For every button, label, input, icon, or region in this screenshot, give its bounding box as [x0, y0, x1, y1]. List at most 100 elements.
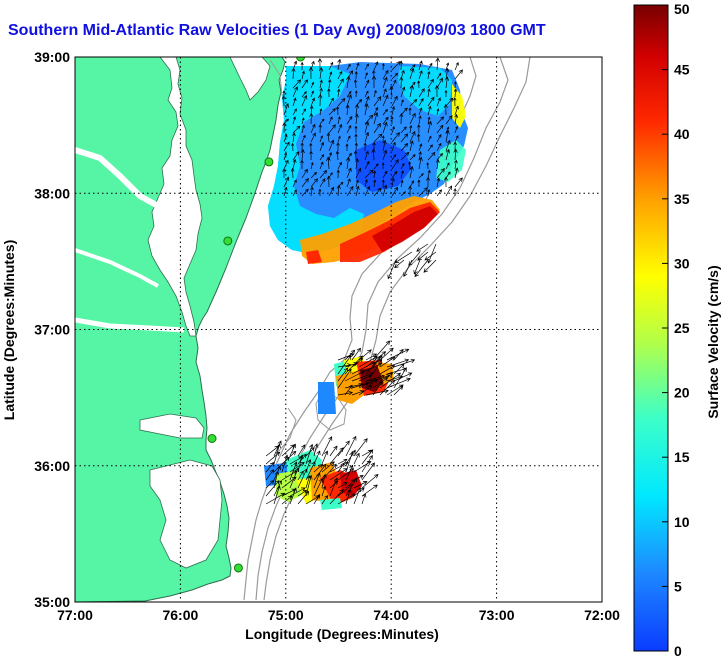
velocity-arrow [436, 77, 443, 89]
y-tick-label: 38:00 [34, 185, 70, 201]
velocity-arrow [382, 121, 388, 134]
radar-station-marker [264, 157, 274, 167]
velocity-arrow [445, 62, 450, 71]
velocity-arrow [418, 70, 423, 80]
velocity-arrow [364, 95, 370, 107]
velocity-arrow [358, 380, 374, 389]
velocity-arrow [391, 126, 395, 134]
velocity-arrow [361, 454, 373, 473]
velocity-arrow [400, 179, 404, 188]
velocity-arrow [301, 178, 309, 188]
velocity-arrow [344, 384, 353, 396]
velocity-arrow [337, 78, 344, 89]
chesapeake-bay [147, 57, 203, 337]
velocity-arrow [399, 76, 404, 89]
velocity-arrow [417, 80, 421, 89]
velocity-arrow [301, 188, 309, 197]
velocity-arrow [353, 438, 368, 457]
velocity-arrow [373, 122, 381, 134]
velocity-arrow [373, 111, 379, 125]
velocity-arrow [373, 106, 379, 116]
x-axis-label: Longitude (Degrees:Minutes) [245, 626, 439, 642]
velocity-arrow [382, 88, 387, 98]
velocity-arrow [344, 382, 363, 389]
velocity-arrow [353, 79, 358, 89]
velocity-arrow [308, 66, 314, 80]
radar-station-marker [207, 434, 217, 443]
velocity-arrow [301, 134, 306, 143]
velocity-arrow [289, 461, 298, 481]
velocity-arrow [337, 70, 343, 80]
velocity-arrow [416, 133, 421, 143]
colorbar-tick-label: 35 [674, 191, 690, 207]
velocity-arrow [283, 141, 290, 152]
velocity-arrow [408, 185, 413, 197]
velocity-arrow [382, 135, 385, 143]
delaware-bay [229, 57, 271, 101]
velocity-arrow [353, 150, 358, 161]
velocity-arrow [409, 98, 418, 107]
colorbar-tick-label: 20 [674, 385, 690, 401]
velocity-arrow [381, 179, 385, 188]
velocity-arrow [345, 143, 349, 151]
velocity-arrow [409, 64, 416, 71]
velocity-arrow [445, 129, 450, 143]
velocity-arrow [427, 105, 432, 116]
velocity-arrow [319, 141, 325, 152]
velocity-arrow [346, 135, 351, 143]
velocity-arrow [337, 440, 350, 457]
velocity-arrow [292, 125, 301, 134]
velocity-arrow [409, 67, 415, 80]
velocity-arrow [346, 124, 352, 134]
velocity-arrow [353, 481, 368, 489]
velocity-arrow [273, 485, 281, 505]
velocity-arrow [329, 468, 348, 481]
velocity-arrow [297, 454, 304, 473]
radar-station-marker [296, 57, 306, 62]
velocity-arrow [337, 482, 348, 489]
velocity-arrow [423, 259, 437, 273]
velocity-arrow [382, 69, 389, 80]
velocity-arrow [328, 116, 333, 125]
velocity-arrow [310, 123, 316, 134]
velocity-arrow [417, 251, 429, 261]
velocity-arrow [382, 139, 387, 152]
velocity-arrow [454, 125, 459, 134]
velocity-arrow [301, 124, 305, 134]
velocity-arrow [436, 189, 442, 197]
velocity-arrow [344, 370, 366, 382]
velocity-arrow [355, 167, 362, 179]
velocity-arrow [346, 90, 352, 98]
velocity-arrow [329, 445, 338, 457]
velocity-arrow [364, 160, 370, 170]
velocity-arrow [445, 126, 450, 134]
velocity-arrow [337, 367, 349, 382]
velocity-arrow [364, 103, 369, 116]
velocity-arrow [400, 133, 409, 143]
velocity-arrow [427, 62, 433, 71]
velocity-arrow [445, 171, 451, 179]
velocity-arrow [265, 461, 275, 473]
x-tick-label: 75:00 [268, 607, 304, 623]
colorbar-tick-label: 40 [674, 126, 690, 142]
velocity-arrow [305, 461, 316, 481]
velocity-arrow [326, 132, 331, 143]
velocity-arrow [427, 135, 432, 143]
y-axis-ticks: 39:00 38:00 37:00 36:00 35:00 [34, 49, 70, 610]
velocity-arrow [454, 159, 458, 170]
velocity-arrow [328, 186, 335, 197]
velocity-arrow [305, 474, 313, 497]
velocity-arrow [445, 162, 450, 170]
velocity-arrow [354, 113, 359, 125]
velocity-arrow [345, 104, 350, 116]
velocity-arrow [379, 379, 396, 396]
velocity-arrow [391, 132, 400, 143]
velocity-arrow [400, 99, 404, 107]
velocity-arrow [281, 454, 289, 473]
velocity-arrow [417, 124, 421, 134]
velocity-arrow [427, 88, 431, 98]
colorbar-tick-label: 45 [674, 62, 690, 78]
y-tick-label: 37:00 [34, 322, 70, 338]
velocity-arrow [361, 493, 367, 505]
rappahannock-river [75, 248, 159, 288]
